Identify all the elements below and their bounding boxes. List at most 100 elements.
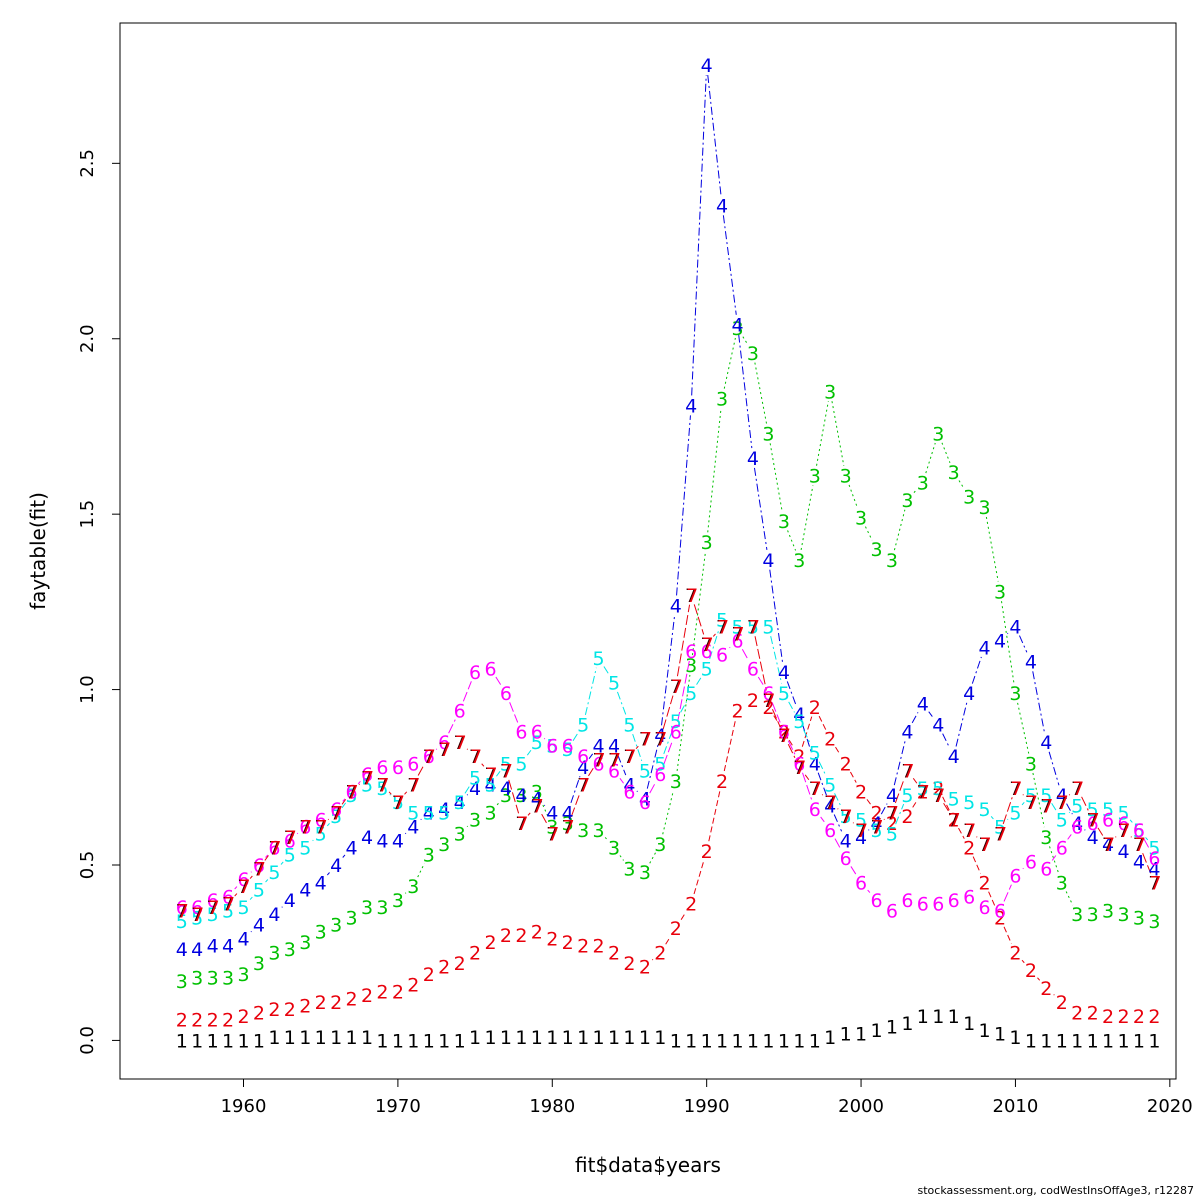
series-7-point-top: 7 [964,820,976,842]
overlay-point-label: 7 [253,859,265,881]
overlay-point-label: 7 [762,690,774,712]
series-4-segment [543,804,546,807]
series-5-point: 5 [454,792,466,814]
series-4-point: 4 [469,778,481,800]
series-5-point: 5 [809,743,821,765]
series-7-point-top: 7 [609,750,621,772]
series-5-segment [341,802,347,809]
series-4-segment [588,753,594,759]
series-4-point: 4 [762,550,774,572]
series-1-point: 1 [979,1020,991,1042]
series-2-point: 2 [315,992,327,1014]
series-5-point: 5 [932,778,944,800]
series-lines [234,74,1152,996]
series-5-point: 5 [1102,799,1114,821]
series-3-point: 3 [392,890,404,912]
series-4-segment [281,906,283,908]
series-4-point: 4 [284,890,296,912]
series-2-segment [1037,977,1041,981]
series-5-point: 5 [284,844,296,866]
overlay-point-label: 7 [747,616,759,638]
series-7-point-top: 7 [578,774,590,796]
series-3-point: 3 [762,423,774,445]
overlay-point-label: 7 [840,806,852,828]
series-6-point: 6 [1071,816,1083,838]
series-1-point: 1 [469,1027,481,1049]
series-2-point: 2 [809,697,821,719]
overlay-point-label: 7 [423,746,435,768]
series-7-point: 7 [176,901,188,923]
series-5-segment [526,749,532,756]
series-3-segment [913,489,917,493]
series-7-point: 7 [1056,792,1068,814]
series-3-segment [787,530,797,551]
series-1-point: 1 [515,1027,527,1049]
series-5-point: 5 [731,616,743,638]
series-2-point: 2 [793,746,805,768]
series-7-point: 7 [562,816,574,838]
series-3-point: 3 [361,897,373,919]
series-2-point: 2 [268,999,280,1021]
series-7-point: 7 [515,813,527,835]
series-1-point: 1 [207,1030,219,1052]
series-2-segment [1003,926,1012,944]
series-2-point: 2 [222,1009,234,1031]
series-1-point: 1 [639,1027,651,1049]
series-2-point: 2 [207,1009,219,1031]
series-3-point: 3 [731,318,743,340]
series-3-point: 3 [932,423,944,445]
series-1-point: 1 [701,1030,713,1052]
series-6-point: 6 [376,757,388,779]
series-6-point: 6 [901,890,913,912]
series-2-point: 2 [500,925,512,947]
series-2-point: 2 [979,873,991,895]
series-6-point: 6 [731,630,743,652]
series-4-point: 4 [562,802,574,824]
series-1-point: 1 [237,1030,249,1052]
overlay-point-label: 7 [1040,795,1052,817]
series-6-segment [495,676,502,685]
series-7-segment [1081,796,1089,811]
series-3-point: 3 [346,908,358,930]
series-4-segment [880,803,888,815]
series-6-segment [677,660,690,722]
series-1-point: 1 [932,1006,944,1028]
series-1-point: 1 [392,1030,404,1052]
series-7-point-top: 7 [1026,792,1038,814]
series-6-segment [435,748,438,750]
series-4-point: 4 [1056,785,1068,807]
series-1-point: 1 [407,1030,419,1052]
series-7-segment [804,774,810,781]
series-6-point: 6 [747,659,759,681]
series-7-point: 7 [1133,834,1145,856]
series-4-point: 4 [454,792,466,814]
series-4-segment [1084,829,1086,831]
series-7-point: 7 [315,816,327,838]
series-3-point: 3 [948,462,960,484]
series-6-point: 6 [1025,851,1037,873]
series-6-point: 6 [948,890,960,912]
series-7-point: 7 [1071,778,1083,800]
series-4-point: 4 [716,195,728,217]
series-4-point: 4 [654,725,666,747]
series-2-point: 2 [469,943,481,965]
series-6-segment [834,838,842,850]
series-7-segment [943,803,949,812]
series-3-segment [466,825,469,828]
series-5-point: 5 [670,711,682,733]
series-7-point-top: 7 [794,757,806,779]
series-1-point: 1 [685,1030,697,1052]
series-3-point: 3 [639,862,651,884]
series-1-point: 1 [670,1030,682,1052]
series-7-segment [466,748,469,750]
series-2-point: 2 [562,932,574,954]
series-7-point: 7 [207,897,219,919]
series-7-point-top: 7 [918,781,930,803]
series-2-segment [1021,959,1025,964]
series-6-point: 6 [1087,813,1099,835]
series-4-point: 4 [1025,652,1037,674]
series-3-point: 3 [1056,873,1068,895]
series-3-point: 3 [608,837,620,859]
series-3-point: 3 [778,511,790,533]
overlay-point-label: 7 [639,729,651,751]
